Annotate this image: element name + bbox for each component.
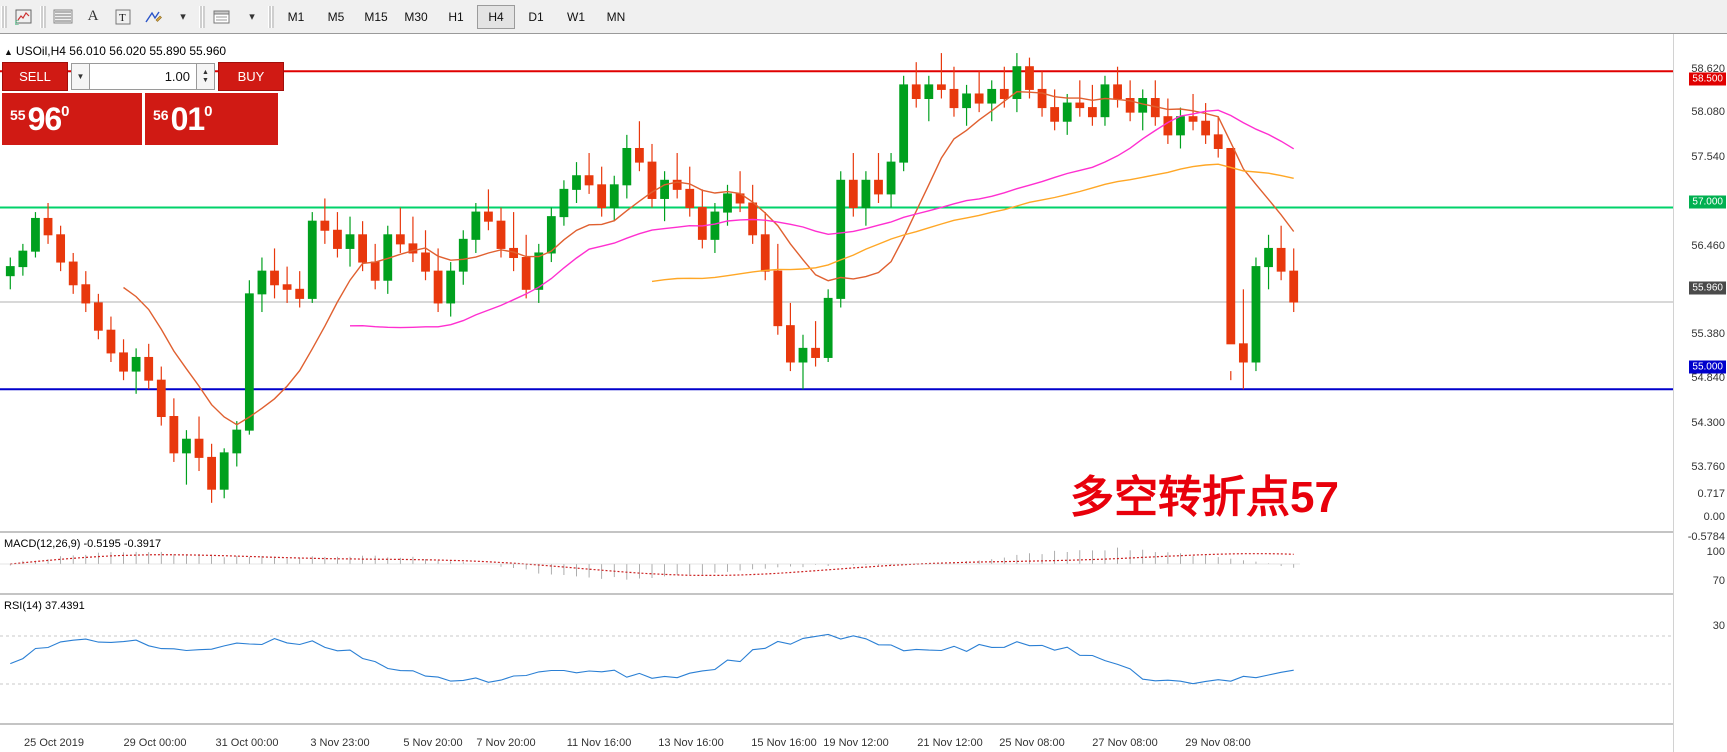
rsi-tick: 30 — [1712, 620, 1725, 632]
price-tick: 53.760 — [1691, 461, 1725, 473]
main-toolbar: E A T ▾ ▾ M1 M5 M15 M30 H1 H4 D1 W1 MN — [0, 0, 1727, 34]
price-chart-svg — [0, 53, 1673, 725]
rsi-tick: 70 — [1712, 575, 1725, 587]
price-tick: 57.540 — [1691, 151, 1725, 163]
templates-icon[interactable] — [208, 3, 236, 31]
time-tick: 25 Nov 08:00 — [999, 737, 1065, 749]
bid-big-figure: 55 — [10, 107, 26, 123]
time-tick: 21 Nov 12:00 — [917, 737, 983, 749]
time-tick: 31 Oct 00:00 — [215, 737, 279, 749]
buy-button[interactable]: BUY — [218, 62, 284, 91]
templates-chevron-icon[interactable]: ▾ — [249, 11, 255, 23]
price-tick: 54.840 — [1691, 372, 1725, 384]
label-tool-icon[interactable]: T — [109, 3, 137, 31]
time-tick: 19 Nov 12:00 — [823, 737, 889, 749]
price-tag-support: 55.000 — [1689, 360, 1726, 374]
new-chart-icon[interactable]: E — [10, 3, 38, 31]
text-tool-icon[interactable]: A — [87, 8, 99, 24]
svg-text:T: T — [119, 12, 126, 24]
timeframe-d1[interactable]: D1 — [528, 9, 544, 24]
price-scale[interactable]: 58.620 58.080 57.540 57.000 56.460 55.38… — [1673, 34, 1727, 752]
time-tick: 29 Oct 00:00 — [123, 737, 187, 749]
ask-big-figure: 56 — [153, 107, 169, 123]
bid-quote[interactable]: 55 96 0 — [2, 93, 142, 145]
timeframe-h4[interactable]: H4 — [477, 4, 515, 29]
timeframe-mn[interactable]: MN — [606, 9, 626, 24]
rsi-label: RSI(14) 37.4391 — [4, 600, 85, 612]
macd-tick: 0.717 — [1697, 488, 1725, 500]
chart-area[interactable]: 58.620 58.080 57.540 57.000 56.460 55.38… — [0, 33, 1727, 752]
timeframe-m1[interactable]: M1 — [287, 9, 305, 24]
time-tick: 27 Nov 08:00 — [1092, 737, 1158, 749]
volume-dropdown-icon[interactable]: ▼ — [71, 63, 90, 90]
volume-input[interactable]: 1.00 — [90, 63, 197, 90]
oct-quotes-row: 55 96 0 56 01 0 — [2, 93, 289, 145]
time-tick: 7 Nov 20:00 — [476, 737, 536, 749]
time-tick: 25 Oct 2019 — [24, 737, 84, 749]
rsi-tick: 100 — [1706, 546, 1725, 558]
ask-fraction: 0 — [204, 103, 213, 120]
toolbar-grip-2[interactable] — [40, 5, 46, 28]
spinner-up-icon[interactable]: ▲ — [202, 68, 209, 76]
volume-spinner[interactable]: ▲ ▼ — [197, 63, 215, 90]
price-tag-pivot: 57.000 — [1689, 195, 1726, 209]
macd-tick: 0.00 — [1703, 511, 1725, 523]
one-click-trading-panel[interactable]: SELL ▼ 1.00 ▲ ▼ BUY 55 96 0 56 01 0 — [2, 62, 289, 145]
price-tick: 54.300 — [1691, 417, 1725, 429]
toolbar-grip-1[interactable] — [1, 5, 7, 28]
ask-quote[interactable]: 56 01 0 — [145, 93, 278, 145]
toolbar-grip-3[interactable] — [199, 5, 205, 28]
price-tag-resistance: 58.500 — [1689, 72, 1726, 86]
time-tick: 5 Nov 20:00 — [403, 737, 463, 749]
bid-fraction: 0 — [61, 103, 70, 120]
price-tick: 56.460 — [1691, 240, 1725, 252]
timeframe-m5[interactable]: M5 — [327, 9, 345, 24]
bid-price: 96 — [27, 100, 63, 137]
timeframe-h1[interactable]: H1 — [448, 9, 464, 24]
chart-annotation: 多空转折点57 — [1070, 473, 1339, 522]
price-tick: 58.620 — [1691, 63, 1725, 75]
price-tag-last: 55.960 — [1689, 281, 1726, 295]
timeframe-m15[interactable]: M15 — [364, 9, 388, 24]
timeframe-w1[interactable]: W1 — [567, 9, 585, 24]
symbol-ohlc-line: ▲ USOil,H4 56.010 56.020 55.890 55.960 — [4, 44, 226, 58]
time-tick: 11 Nov 16:00 — [566, 737, 632, 749]
time-tick: 15 Nov 16:00 — [751, 737, 817, 749]
timeframe-m30[interactable]: M30 — [404, 9, 428, 24]
symbol-ohlc-text: USOil,H4 56.010 56.020 55.890 55.960 — [15, 44, 227, 58]
price-plot[interactable] — [0, 34, 1673, 752]
oct-buttons-row: SELL ▼ 1.00 ▲ ▼ BUY — [2, 62, 289, 91]
indicators-icon[interactable] — [49, 3, 77, 31]
drawing-tool-icon[interactable] — [139, 3, 167, 31]
macd-tick: -0.5784 — [1687, 531, 1725, 543]
sell-button[interactable]: SELL — [2, 62, 68, 91]
spinner-down-icon[interactable]: ▼ — [202, 76, 209, 84]
ask-price: 01 — [170, 100, 206, 137]
collapse-triangle-icon[interactable]: ▲ — [4, 47, 13, 57]
time-tick: 13 Nov 16:00 — [658, 737, 724, 749]
time-tick: 29 Nov 08:00 — [1185, 737, 1251, 749]
toolbar-grip-4[interactable] — [268, 5, 274, 28]
price-tick: 58.080 — [1691, 106, 1725, 118]
price-tick: 55.380 — [1691, 328, 1725, 340]
time-tick: 3 Nov 23:00 — [310, 737, 370, 749]
volume-stepper[interactable]: ▼ 1.00 ▲ ▼ — [71, 63, 215, 90]
chevron-down-icon[interactable]: ▾ — [180, 11, 186, 23]
svg-text:E: E — [15, 21, 19, 27]
macd-label: MACD(12,26,9) -0.5195 -0.3917 — [4, 538, 162, 550]
